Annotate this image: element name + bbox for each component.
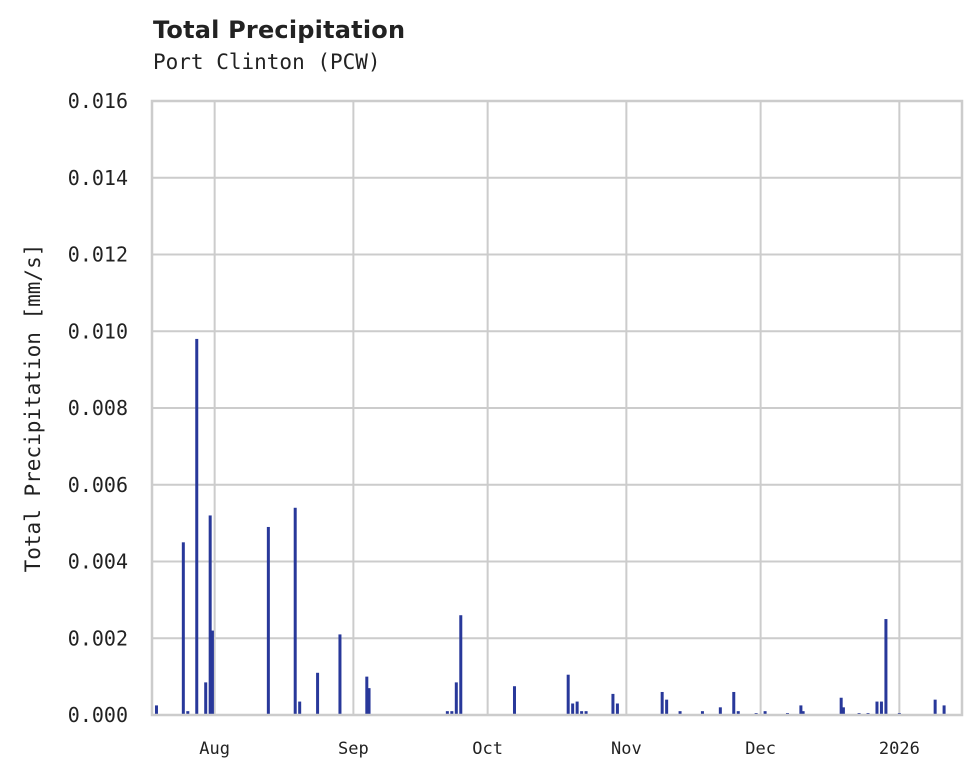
precip-bar <box>580 711 584 715</box>
bar-series <box>154 338 946 715</box>
precip-bar <box>732 691 736 715</box>
chart-title: Total Precipitation <box>153 16 406 44</box>
precip-bar <box>763 711 767 715</box>
precip-bar <box>367 688 371 715</box>
y-tick-label: 0.006 <box>68 473 128 497</box>
precip-bar <box>615 703 619 715</box>
precip-bar <box>678 711 682 715</box>
precip-bar <box>445 711 449 715</box>
precip-bar <box>512 686 516 715</box>
precip-bar <box>879 701 883 715</box>
x-tick-label: Nov <box>611 739 642 759</box>
y-tick-label: 0.016 <box>68 89 128 113</box>
precip-bar <box>665 699 669 715</box>
precip-bar <box>575 701 579 715</box>
precip-bar <box>942 705 946 715</box>
precip-bar <box>933 699 937 715</box>
y-tick-label: 0.014 <box>68 166 128 190</box>
x-tick-label: Oct <box>472 739 503 759</box>
grid-lines <box>152 100 962 716</box>
precip-bar <box>338 634 342 715</box>
precip-bar <box>875 701 879 715</box>
precip-bar <box>210 630 214 715</box>
x-axis-ticks: Aug Sep Oct Nov Dec 2026 <box>199 739 920 759</box>
precip-bar <box>884 619 888 715</box>
y-tick-label: 0.008 <box>68 396 128 420</box>
chart-subtitle: Port Clinton (PCW) <box>153 50 381 74</box>
precip-bar <box>611 693 615 715</box>
precip-bar <box>801 711 805 715</box>
precip-bar <box>266 526 270 715</box>
precip-bar <box>154 705 158 715</box>
precip-bar <box>660 691 664 715</box>
precip-bar <box>365 676 369 715</box>
precip-bar <box>195 338 199 715</box>
precip-bar <box>454 682 458 715</box>
y-tick-label: 0.010 <box>68 319 128 343</box>
x-tick-label: Sep <box>338 739 369 759</box>
y-tick-label: 0.004 <box>68 550 128 574</box>
x-tick-label: Dec <box>745 739 776 759</box>
precip-bar <box>186 711 190 715</box>
precip-bar <box>799 705 803 715</box>
y-axis-ticks: 0.000 0.002 0.004 0.006 0.008 0.010 0.012 0.014… <box>68 89 128 727</box>
precip-bar <box>293 507 297 715</box>
precip-bar <box>208 515 212 715</box>
x-tick-label: 2026 <box>879 739 920 759</box>
precip-bar <box>566 674 570 715</box>
x-tick-label: Aug <box>199 739 230 759</box>
precip-bar <box>204 682 208 715</box>
precip-bar <box>316 672 320 715</box>
y-tick-label: 0.000 <box>68 703 128 727</box>
precip-bar <box>839 697 843 715</box>
precip-bar <box>841 707 845 715</box>
y-tick-label: 0.012 <box>68 243 128 267</box>
precip-bar <box>298 701 302 715</box>
precip-bar <box>700 711 704 715</box>
precip-bar <box>571 703 575 715</box>
plot-frame <box>150 99 964 717</box>
precip-bar <box>459 615 463 715</box>
y-tick-label: 0.002 <box>68 626 128 650</box>
precip-bar <box>584 711 588 715</box>
precip-bar <box>736 711 740 715</box>
precip-bar <box>181 542 185 715</box>
precip-bar <box>718 707 722 715</box>
precip-bar <box>450 711 454 715</box>
